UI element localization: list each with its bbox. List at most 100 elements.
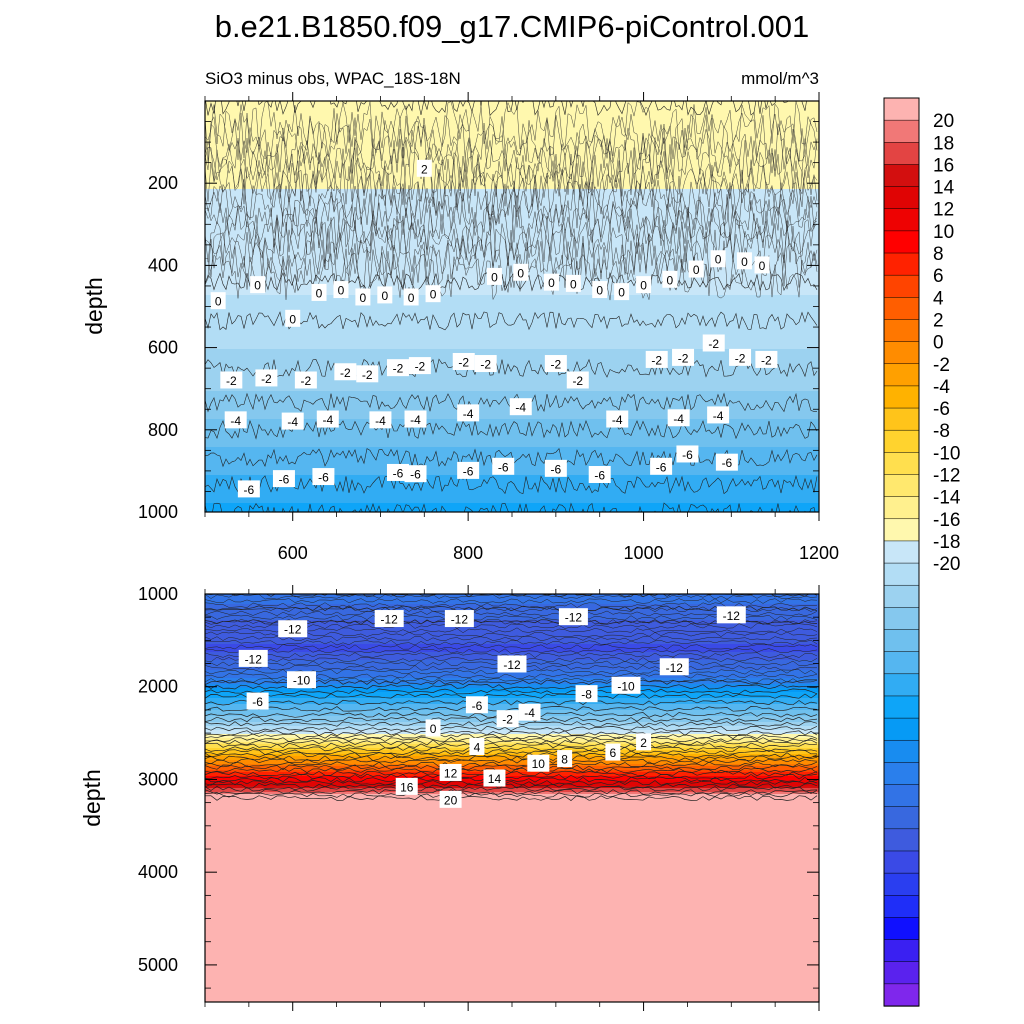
contour-band (205, 702, 819, 705)
contour-label-box (715, 453, 738, 471)
contour-label: -2 (408, 357, 431, 375)
contour-band (205, 363, 819, 366)
contour-band (205, 680, 819, 683)
contour-label: -2 (645, 350, 668, 368)
contour-band (205, 501, 819, 504)
contour-band (205, 177, 819, 180)
contour-label-text: 6 (610, 746, 617, 760)
contour-label-text: 10 (532, 757, 546, 771)
contour-band (205, 337, 819, 340)
contour-line (205, 169, 818, 220)
contour-line (205, 101, 807, 117)
colorbar-swatch (883, 584, 920, 609)
contour-band (205, 914, 819, 917)
contour-band (205, 684, 819, 687)
contour-band (205, 335, 819, 338)
contour-band (205, 852, 819, 855)
contour-label: -2 (220, 371, 243, 389)
contour-label-box (513, 263, 529, 281)
contour-label: -2 (474, 355, 497, 373)
contour-band (205, 698, 819, 701)
contour-line (205, 770, 818, 777)
contour-label-text: 0 (408, 291, 415, 305)
contour-band (205, 678, 819, 681)
contour-line (205, 192, 818, 243)
contour-band (205, 265, 819, 268)
contour-band (205, 624, 819, 627)
contour-band (205, 844, 819, 847)
contour-band (205, 369, 819, 372)
contour-band (205, 159, 819, 162)
colorbar-swatch (883, 341, 920, 365)
contour-line (205, 605, 818, 612)
contour-band (205, 435, 819, 438)
contour-band (205, 842, 819, 845)
contour-label: 6 (605, 743, 621, 761)
contour-label-box (544, 459, 567, 477)
contour-line (205, 250, 818, 301)
lower-y-axis-label: depth (79, 769, 105, 827)
contour-label-box (497, 655, 527, 673)
contour-band (205, 321, 819, 324)
contour-band (205, 107, 819, 110)
contour-label-box (355, 288, 371, 306)
contour-band (205, 848, 819, 851)
contour-label-text: -2 (551, 358, 562, 372)
contour-label: -4 (667, 409, 690, 427)
contour-label-text: 4 (474, 741, 481, 755)
contour-band (205, 245, 819, 248)
contour-band (205, 423, 819, 426)
contour-band (205, 940, 819, 943)
contour-band (205, 175, 819, 178)
contour-band (205, 507, 819, 510)
contour-band (205, 509, 819, 512)
upper-y-axis-label: depth (81, 277, 107, 335)
contour-band (205, 824, 819, 827)
contour-band (205, 650, 819, 653)
contour-label-text: -4 (287, 415, 298, 429)
contour-band (205, 756, 819, 759)
contour-band (205, 792, 819, 795)
contour-band (205, 145, 819, 148)
contour-band (205, 646, 819, 649)
contour-band (205, 704, 819, 707)
contour-label: -6 (676, 445, 699, 463)
contour-band (205, 347, 819, 350)
contour-band (205, 249, 819, 252)
contour-band (205, 990, 819, 993)
contour-label-box (452, 352, 475, 370)
contour-label-box (220, 371, 243, 389)
contour-band (205, 908, 819, 911)
contour-band (205, 185, 819, 188)
contour-band (205, 964, 819, 967)
subtitle-right: mmol/m^3 (741, 69, 819, 88)
contour-band (205, 193, 819, 196)
contour-line (205, 358, 818, 378)
contour-band (205, 948, 819, 951)
colorbar-tick-label: 2 (933, 310, 944, 331)
contour-label-text: -12 (451, 613, 469, 627)
contour-label-text: 0 (430, 722, 437, 736)
contour-band (205, 329, 819, 332)
contour-label-box (444, 610, 474, 628)
contour-label-text: -4 (524, 706, 535, 720)
contour-band (205, 223, 819, 226)
contour-label: 0 (688, 260, 704, 278)
contour-band (205, 255, 819, 258)
contour-label-text: -12 (284, 623, 302, 637)
contour-band (205, 616, 819, 619)
contour-label-box (483, 769, 506, 787)
contour-line (205, 725, 818, 732)
contour-label-box (469, 738, 485, 755)
contour-band (205, 383, 819, 386)
contour-band (205, 477, 819, 480)
contour-label-box (672, 348, 695, 366)
contour-band (205, 834, 819, 837)
contour-band (205, 225, 819, 228)
contour-band (205, 632, 819, 635)
contour-label: -4 (457, 404, 480, 422)
contour-band (205, 155, 819, 158)
contour-line (205, 742, 818, 749)
contour-line (205, 739, 818, 746)
